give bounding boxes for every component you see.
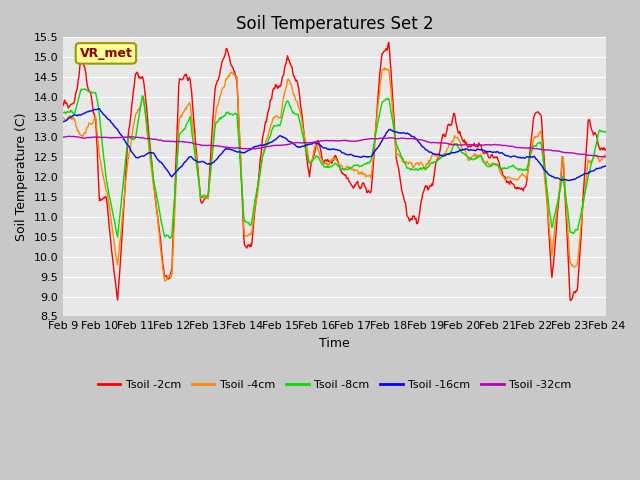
- Title: Soil Temperatures Set 2: Soil Temperatures Set 2: [236, 15, 433, 33]
- Text: VR_met: VR_met: [79, 47, 132, 60]
- Legend: Tsoil -2cm, Tsoil -4cm, Tsoil -8cm, Tsoil -16cm, Tsoil -32cm: Tsoil -2cm, Tsoil -4cm, Tsoil -8cm, Tsoi…: [93, 376, 576, 395]
- Y-axis label: Soil Temperature (C): Soil Temperature (C): [15, 113, 28, 241]
- X-axis label: Time: Time: [319, 337, 350, 350]
